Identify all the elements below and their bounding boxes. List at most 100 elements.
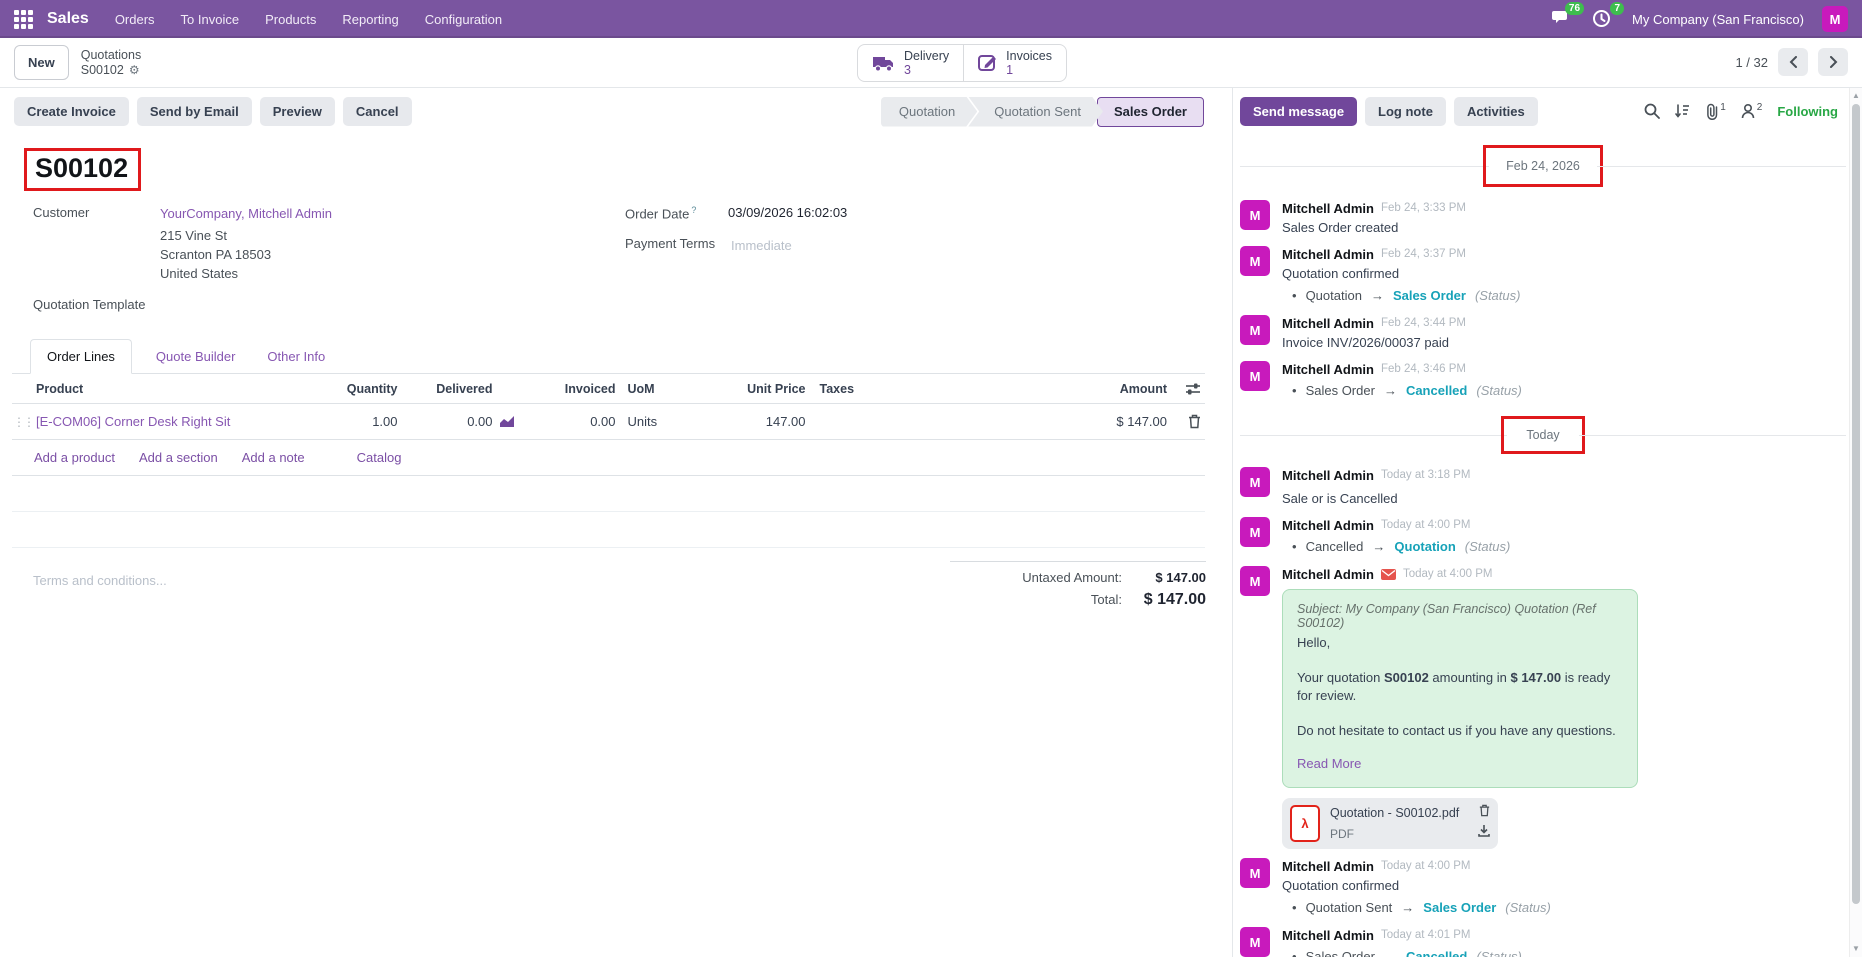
add-a-section-link[interactable]: Add a section <box>138 450 218 465</box>
add-a-product-link[interactable]: Add a product <box>34 450 115 465</box>
status-quotation-sent[interactable]: Quotation Sent <box>968 97 1103 127</box>
tracking-new-value[interactable]: Sales Order <box>1423 900 1497 915</box>
message-author[interactable]: Mitchell Admin <box>1282 316 1374 331</box>
tab-quote-builder[interactable]: Quote Builder <box>155 349 236 364</box>
col-product[interactable]: Product <box>36 381 84 396</box>
menu-to-invoice[interactable]: To Invoice <box>180 11 240 27</box>
create-invoice-button[interactable]: Create Invoice <box>14 97 129 126</box>
chatter-scrollbar[interactable]: ▲ ▼ <box>1849 88 1862 957</box>
message-author[interactable]: Mitchell Admin <box>1282 362 1374 377</box>
new-button[interactable]: New <box>14 45 69 80</box>
log-note-button[interactable]: Log note <box>1365 96 1446 126</box>
download-attachment-icon[interactable] <box>1478 825 1490 837</box>
followers-count: 2 <box>1756 102 1763 113</box>
cell-unit-price[interactable]: 147.00 <box>765 414 806 429</box>
breadcrumb-quotations[interactable]: Quotations <box>80 47 142 62</box>
delete-attachment-icon[interactable] <box>1479 804 1490 817</box>
avatar[interactable]: M <box>1240 927 1270 957</box>
catalog-link[interactable]: Catalog <box>356 450 402 465</box>
message-author[interactable]: Mitchell Admin <box>1282 859 1374 874</box>
order-line-row[interactable]: ⋮⋮ [E-COM06] Corner Desk Right Sit 1.00 … <box>12 404 1205 440</box>
search-messages-icon[interactable] <box>1644 103 1661 119</box>
col-invoiced[interactable]: Invoiced <box>564 381 616 396</box>
col-unit-price[interactable]: Unit Price <box>747 381 806 396</box>
cell-delivered[interactable]: 0.00 <box>467 414 493 429</box>
tracking-new-value[interactable]: Sales Order <box>1392 288 1466 303</box>
col-taxes[interactable]: Taxes <box>819 381 855 396</box>
avatar[interactable]: M <box>1240 246 1270 276</box>
tracking-new-value[interactable]: Cancelled <box>1405 383 1468 398</box>
preview-button[interactable]: Preview <box>259 97 335 126</box>
menu-reporting[interactable]: Reporting <box>342 11 399 27</box>
user-avatar[interactable]: M <box>1822 6 1848 32</box>
attachment-card[interactable]: λ Quotation - S00102.pdf PDF <box>1282 798 1498 849</box>
message-author[interactable]: Mitchell Admin <box>1282 247 1374 262</box>
avatar[interactable]: M <box>1240 200 1270 230</box>
delete-line-icon[interactable] <box>1188 414 1201 429</box>
tab-other-info[interactable]: Other Info <box>267 349 326 364</box>
activities-button[interactable]: Activities <box>1453 96 1538 126</box>
message: M Mitchell Admin Today at 4:01 PM • Sales… <box>1240 927 1846 957</box>
avatar[interactable]: M <box>1240 566 1270 596</box>
cell-invoiced[interactable]: 0.00 <box>590 414 616 429</box>
tab-order-lines[interactable]: Order Lines <box>30 339 132 374</box>
add-a-note-link[interactable]: Add a note <box>241 450 305 465</box>
followers-icon[interactable]: 2 <box>1741 102 1763 119</box>
col-quantity[interactable]: Quantity <box>346 381 398 396</box>
following-toggle[interactable]: Following <box>1777 103 1838 119</box>
message-author[interactable]: Mitchell Admin <box>1282 567 1374 582</box>
apps-grid-icon[interactable] <box>14 9 33 29</box>
scroll-down-arrow[interactable]: ▼ <box>1852 944 1860 953</box>
avatar[interactable]: M <box>1240 858 1270 888</box>
delivery-smart-button[interactable]: Delivery 3 <box>858 45 963 81</box>
customer-link[interactable]: YourCompany, Mitchell Admin <box>160 206 332 221</box>
message-author[interactable]: Mitchell Admin <box>1282 518 1374 533</box>
status-quotation[interactable]: Quotation <box>881 97 977 127</box>
attachment-name[interactable]: Quotation - S00102.pdf <box>1330 806 1460 820</box>
terms-and-conditions-input[interactable]: Terms and conditions... <box>33 573 167 588</box>
col-delivered[interactable]: Delivered <box>436 381 493 396</box>
status-sales-order[interactable]: Sales Order <box>1097 96 1204 127</box>
cell-uom[interactable]: Units <box>627 414 658 429</box>
gear-icon[interactable]: ⚙ <box>128 62 140 77</box>
tracking-old-value: Cancelled <box>1305 539 1364 554</box>
invoices-smart-button[interactable]: Invoices 1 <box>963 45 1066 81</box>
activities-icon[interactable]: 7 <box>1592 2 1625 29</box>
message-author[interactable]: Mitchell Admin <box>1282 468 1374 483</box>
untaxed-amount-label: Untaxed Amount: <box>1022 570 1122 585</box>
col-amount[interactable]: Amount <box>1119 381 1167 396</box>
payment-terms-value[interactable]: Immediate <box>731 238 792 253</box>
attachments-icon[interactable]: 1 <box>1705 102 1726 120</box>
scroll-up-arrow[interactable]: ▲ <box>1852 91 1860 100</box>
read-more-link[interactable]: Read More <box>1297 756 1362 771</box>
menu-orders[interactable]: Orders <box>114 11 155 27</box>
send-by-email-button[interactable]: Send by Email <box>136 97 252 126</box>
pager-previous-button[interactable] <box>1778 48 1808 76</box>
drag-handle-icon[interactable]: ⋮⋮ <box>13 414 35 429</box>
menu-products[interactable]: Products <box>265 11 317 27</box>
tracking-new-value[interactable]: Quotation <box>1394 539 1456 554</box>
app-name[interactable]: Sales <box>47 10 89 27</box>
col-uom[interactable]: UoM <box>627 381 655 396</box>
avatar[interactable]: M <box>1240 315 1270 345</box>
navbar-right: 76 7 My Company (San Francisco) M <box>1552 2 1848 32</box>
avatar[interactable]: M <box>1240 467 1270 497</box>
cell-quantity[interactable]: 1.00 <box>372 414 398 429</box>
send-message-button[interactable]: Send message <box>1240 96 1358 126</box>
optional-columns-icon[interactable] <box>1185 382 1201 396</box>
messages-icon[interactable]: 76 <box>1552 2 1585 29</box>
company-switcher[interactable]: My Company (San Francisco) <box>1632 11 1804 27</box>
product-link[interactable]: [E-COM06] Corner Desk Right Sit <box>36 414 231 429</box>
sort-messages-icon[interactable] <box>1675 103 1690 119</box>
pager-next-button[interactable] <box>1818 48 1848 76</box>
scrollbar-thumb[interactable] <box>1852 104 1860 904</box>
avatar[interactable]: M <box>1240 361 1270 391</box>
forecast-chart-icon[interactable] <box>499 415 515 428</box>
message-author[interactable]: Mitchell Admin <box>1282 928 1374 943</box>
avatar[interactable]: M <box>1240 517 1270 547</box>
tracking-new-value[interactable]: Cancelled <box>1405 949 1468 957</box>
cancel-button[interactable]: Cancel <box>342 97 412 126</box>
message-author[interactable]: Mitchell Admin <box>1282 201 1374 216</box>
order-date-value[interactable]: 03/09/2026 16:02:03 <box>728 205 848 220</box>
menu-configuration[interactable]: Configuration <box>424 11 503 27</box>
